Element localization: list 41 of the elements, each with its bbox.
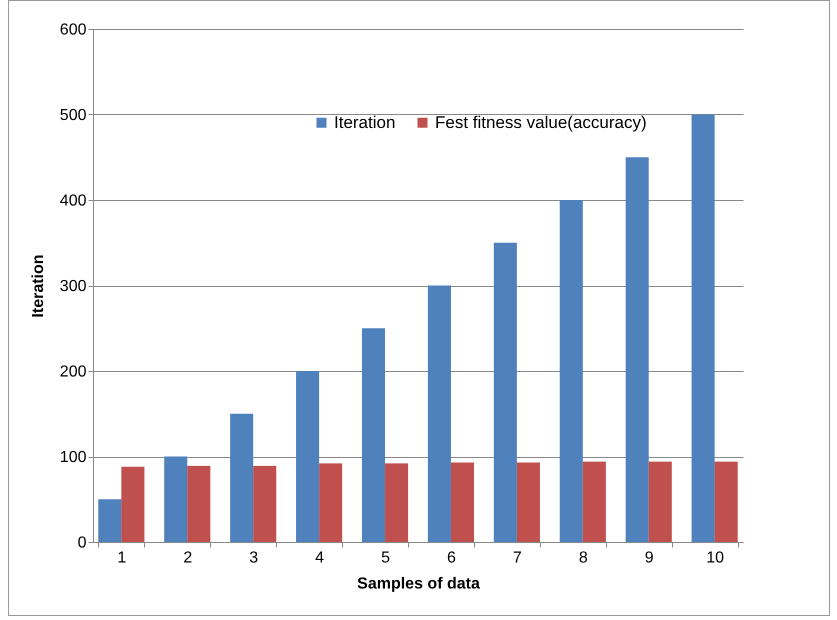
y-tick-label: 500 [60, 107, 87, 124]
x-tick-label: 5 [381, 550, 390, 566]
x-axis-title: Samples of data [357, 576, 480, 592]
bar [648, 462, 672, 542]
y-tick-label: 600 [60, 22, 87, 38]
bar [187, 466, 210, 542]
x-tick-label: 8 [578, 550, 588, 566]
bar [626, 157, 649, 542]
bar [121, 466, 144, 542]
bar [692, 114, 715, 542]
y-tick-label: 200 [60, 364, 87, 380]
bar [98, 499, 122, 542]
bar [560, 200, 583, 542]
x-tick-label: 6 [447, 550, 456, 566]
bar [494, 242, 517, 542]
x-tick-label: 1 [117, 550, 126, 566]
x-tick-label: 2 [183, 550, 192, 566]
bar [230, 414, 254, 542]
bar [450, 462, 474, 542]
y-axis-title: Iteration [30, 254, 47, 318]
x-tick-label: 4 [315, 550, 324, 566]
bar [319, 463, 342, 542]
y-tick-label: 100 [60, 449, 87, 466]
bar [714, 462, 738, 542]
x-tick-label: 7 [512, 550, 522, 566]
bar [253, 466, 276, 542]
x-tick-label: 10 [706, 550, 724, 566]
y-tick-label: 0 [78, 534, 87, 552]
bar [385, 463, 408, 542]
y-tick-label: 300 [60, 278, 87, 295]
x-tick-label: 9 [644, 550, 654, 566]
bar [582, 462, 606, 542]
bar [428, 286, 451, 542]
bar [516, 462, 540, 542]
bar [296, 371, 320, 542]
x-tick-label: 3 [249, 550, 258, 566]
bar [164, 456, 188, 542]
bar [362, 328, 386, 542]
legend-label: Fest fitness value(accuracy) [435, 112, 647, 132]
legend-label: Iteration [334, 112, 396, 132]
y-tick-label: 400 [60, 192, 87, 210]
